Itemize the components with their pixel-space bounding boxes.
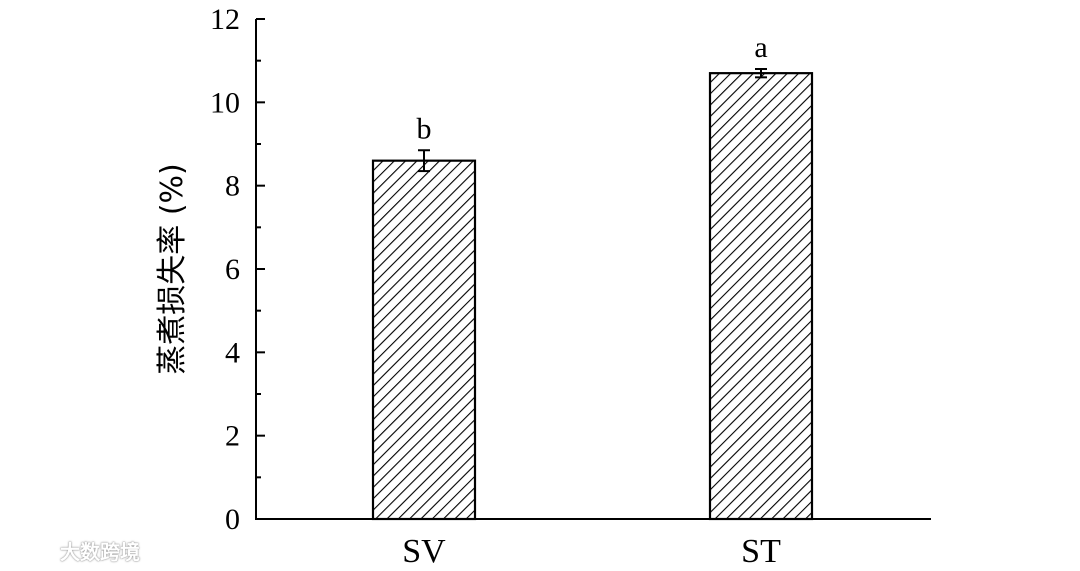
y-axis-ticks: 0 2 4 6 8 10 12 (210, 3, 265, 536)
weibo-logo-icon (10, 541, 53, 561)
watermark: 大数跨境 (10, 536, 140, 565)
error-bars (418, 68, 767, 173)
y-axis-title: 蒸煮损失率 (%) (155, 163, 190, 374)
labels: b SV a ST (402, 31, 781, 570)
y-tick-label: 2 (225, 420, 240, 453)
y-tick-label: 12 (210, 3, 240, 36)
watermark-text: 大数跨境 (60, 540, 140, 564)
x-category-label: ST (741, 533, 781, 570)
y-tick-label: 10 (210, 86, 240, 119)
significance-label: b (417, 112, 432, 145)
bars (371, 72, 814, 521)
y-tick-label: 4 (225, 336, 240, 369)
bar-sv (371, 159, 477, 521)
significance-label: a (754, 31, 767, 64)
y-tick-label: 0 (225, 503, 240, 536)
axes (255, 19, 931, 520)
x-category-label: SV (402, 533, 446, 570)
bar-st (708, 72, 814, 521)
y-tick-label: 6 (225, 253, 240, 286)
y-tick-label: 8 (225, 170, 240, 203)
